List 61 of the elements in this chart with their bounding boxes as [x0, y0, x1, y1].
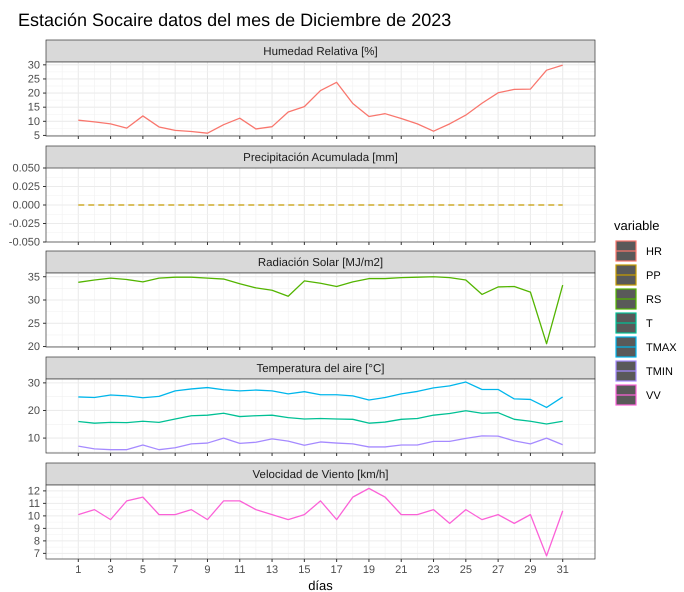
x-tick-label: 21: [395, 564, 408, 576]
y-tick-label: 7: [34, 548, 40, 560]
y-tick-label: 8: [34, 535, 40, 548]
legend-label: TMIN: [646, 366, 673, 378]
chart-title: Velocidad de Viento [km/h]: [252, 469, 388, 481]
line-series: [78, 381, 564, 408]
y-tick-label: 5: [34, 130, 40, 142]
chart-title: Radiación Solar [MJ/m2]: [258, 257, 384, 269]
y-tick-label: 11: [28, 498, 40, 510]
y-tick-label: 25: [28, 318, 40, 330]
x-tick-label: 1: [75, 564, 82, 576]
y-tick-label: 9: [34, 522, 40, 535]
y-tick-label: 0.025: [12, 181, 40, 194]
x-tick-label: 31: [556, 564, 569, 576]
x-tick-label: 3: [108, 564, 114, 576]
x-tick-label: 27: [492, 564, 504, 576]
x-tick-label: 11: [234, 564, 246, 576]
y-tick-label: 20: [28, 88, 40, 100]
y-tick-label: 10: [28, 116, 40, 128]
y-tick-label: 30: [28, 377, 40, 390]
legend-label: PP: [646, 270, 661, 282]
y-tick-label: 15: [28, 102, 40, 114]
x-tick-label: 23: [427, 564, 440, 576]
x-axis-title: días: [308, 578, 334, 592]
y-tick-label: 12: [28, 485, 40, 498]
line-series: [78, 276, 564, 344]
y-tick-label: 20: [28, 341, 40, 354]
line-series: [78, 488, 564, 557]
line-series: [78, 435, 564, 450]
y-tick-label: -0.050: [8, 236, 40, 249]
y-tick-label: -0.025: [8, 218, 40, 230]
y-tick-label: 30: [28, 59, 40, 72]
legend-label: VV: [646, 390, 662, 402]
legend-label: T: [646, 318, 653, 330]
x-tick-label: 25: [460, 564, 472, 576]
legend-label: TMAX: [646, 342, 678, 354]
x-tick-label: 19: [362, 564, 376, 576]
line-series: [78, 410, 564, 425]
y-tick-label: 25: [28, 73, 40, 86]
legend-title: variable: [614, 218, 660, 233]
chart-title: Precipitación Acumulada [mm]: [243, 152, 398, 164]
y-tick-label: 10: [28, 510, 40, 522]
line-series: [78, 64, 564, 134]
x-tick-label: 9: [204, 564, 211, 576]
x-tick-label: 13: [266, 564, 278, 576]
chart-subtitle: Humedad Relativa [%]: [263, 46, 378, 58]
legend-label: HR: [646, 246, 662, 258]
y-tick-label: 20: [28, 405, 40, 417]
x-tick-label: 5: [140, 564, 146, 576]
y-tick-label: 35: [28, 271, 40, 284]
chart-title: Estación Socaire datos del mes de Diciembre de 2023: [18, 10, 452, 30]
y-tick-label: 30: [28, 294, 40, 307]
y-tick-label: 0.000: [12, 200, 40, 212]
legend-label: RS: [646, 294, 662, 306]
y-tick-label: 10: [28, 432, 40, 445]
y-tick-label: 0.050: [12, 162, 40, 175]
chart-title: Temperatura del aire [°C]: [256, 363, 384, 375]
x-tick-label: 29: [524, 564, 537, 576]
x-tick-label: 17: [330, 564, 343, 576]
x-tick-label: 7: [172, 564, 178, 576]
x-tick-label: 15: [298, 564, 310, 576]
